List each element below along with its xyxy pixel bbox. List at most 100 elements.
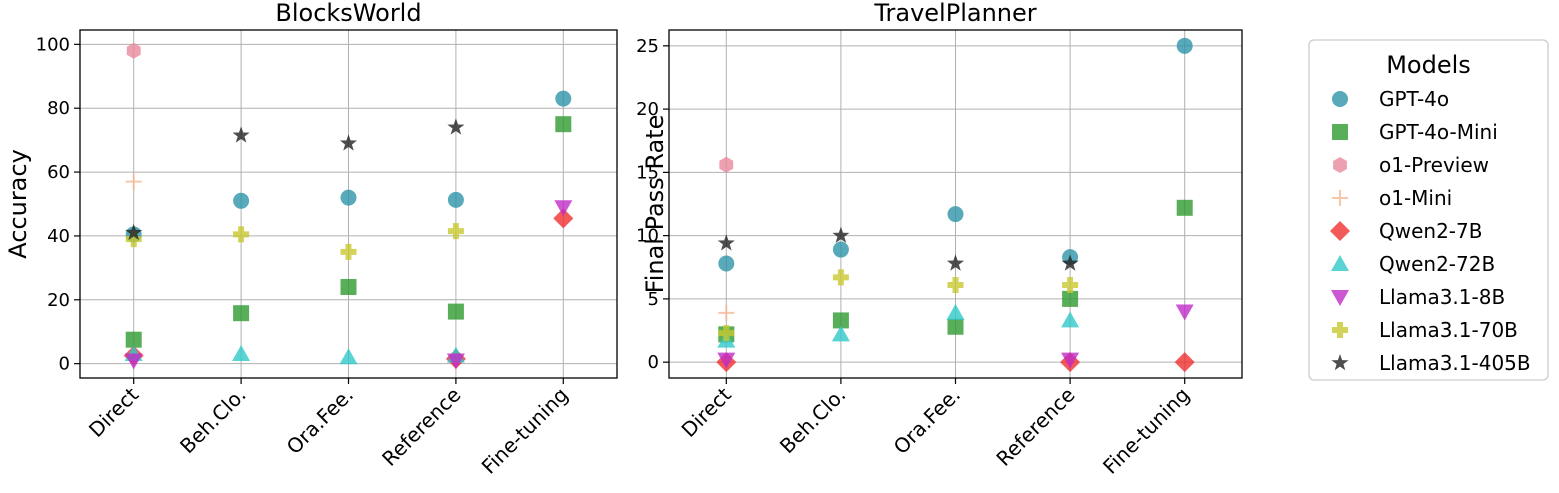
travelplanner-point-llama3-1-405b-ora-fee <box>946 254 965 271</box>
travelplanner-point-qwen2-7b-fine-tuning <box>1174 352 1195 373</box>
travelplanner-point-o1-preview-direct <box>719 156 734 173</box>
travelplanner-ylabel: Final Pass Rate <box>641 115 669 294</box>
blocksworld-point-gpt-4o-mini-direct <box>125 331 142 348</box>
legend-marker-qwen2-72b <box>1331 255 1349 271</box>
blocksworld-point-llama3-1-70b-direct <box>125 231 142 248</box>
blocksworld-xtick-label: Reference <box>377 383 465 471</box>
legend-marker-llama3-1-8b <box>1331 290 1349 306</box>
travelplanner-ytick-label: 5 <box>648 289 659 310</box>
blocksworld-point-llama3-1-405b-direct <box>125 223 143 241</box>
travelplanner-point-llama3-1-70b-beh-clo <box>832 269 849 286</box>
blocksworld-point-llama3-1-70b-ora-fee <box>340 243 357 260</box>
blocksworld-ylabel: Accuracy <box>4 149 32 259</box>
travelplanner-ytick-label: 10 <box>636 226 659 247</box>
blocksworld-point-llama3-1-70b-reference <box>447 223 464 240</box>
legend-label-qwen2-72b: Qwen2-72B <box>1379 252 1495 276</box>
blocksworld-point-llama3-1-405b-beh-clo <box>232 126 250 143</box>
travelplanner-panel: 0 5 10 15 20 25 Direct Beh.Clo. Ora.Fee. Referenc… <box>636 0 1243 479</box>
travelplanner-ytick-label: 15 <box>636 162 659 183</box>
travelplanner-point-llama3-1-8b-fine-tuning <box>1175 304 1194 321</box>
blocksworld-point-o1-mini-direct <box>125 173 142 190</box>
blocksworld-ytick-label: 80 <box>47 98 70 119</box>
legend: Models GPT-4o GPT-4o-Mini o1-Preview o1-Mini… <box>1308 39 1549 381</box>
legend-label-o1-preview: o1-Preview <box>1379 153 1489 177</box>
blocksworld-xtick-label: Ora.Fee. <box>282 383 358 459</box>
legend-box <box>1308 39 1549 381</box>
travelplanner-ytick-label: 25 <box>636 36 659 57</box>
travelplanner-point-gpt-4o-mini-fine-tuning <box>1176 199 1193 216</box>
travelplanner-xtick-label: Direct <box>677 382 736 441</box>
blocksworld-point-gpt-4o-beh-clo <box>233 192 250 209</box>
legend-label-qwen2-7b: Qwen2-7B <box>1379 219 1482 243</box>
blocksworld-point-gpt-4o-mini-beh-clo <box>233 305 250 322</box>
legend-marker-o1-preview <box>1333 157 1347 173</box>
blocksworld-point-o1-preview-direct <box>126 42 141 59</box>
travelplanner-point-gpt-4o-mini-beh-clo <box>832 312 849 329</box>
travelplanner-xtick-label: Beh.Clo. <box>775 383 851 459</box>
blocksworld-xtick-label: Beh.Clo. <box>175 383 251 459</box>
travelplanner-title: TravelPlanner <box>873 0 1036 27</box>
travelplanner-point-gpt-4o-beh-clo <box>832 241 849 258</box>
travelplanner-point-llama3-1-405b-beh-clo <box>832 226 850 243</box>
legend-label-llama3-1-70b: Llama3.1-70B <box>1379 318 1518 342</box>
travelplanner-point-llama3-1-405b-direct <box>717 234 735 251</box>
legend-marker-llama3-1-405b <box>1331 354 1349 371</box>
travelplanner-point-gpt-4o-ora-fee <box>947 206 964 223</box>
blocksworld-point-qwen2-7b-fine-tuning <box>553 208 574 229</box>
blocksworld-title: BlocksWorld <box>275 0 421 27</box>
travelplanner-xtick-label: Reference <box>991 383 1079 471</box>
blocksworld-point-gpt-4o-ora-fee <box>340 189 357 206</box>
blocksworld-point-qwen2-72b-beh-clo <box>232 345 251 362</box>
blocksworld-panel: 0 20 40 60 80 100 Direct Beh.Clo. Ora.Fee. Refere… <box>4 0 618 479</box>
blocksworld-xtick-label: Fine-tuning <box>477 383 573 479</box>
travelplanner-point-llama3-1-405b-reference <box>1061 254 1079 271</box>
blocksworld-point-llama3-1-70b-beh-clo <box>233 226 250 243</box>
travelplanner-point-llama3-1-8b-reference <box>1061 352 1080 369</box>
travelplanner-ytick-label: 20 <box>636 99 659 120</box>
legend-marker-gpt-4o <box>1332 91 1348 107</box>
travelplanner-point-qwen2-72b-reference <box>1061 311 1080 328</box>
travelplanner-point-llama3-1-70b-ora-fee <box>947 276 964 293</box>
blocksworld-point-gpt-4o-mini-reference <box>447 303 464 320</box>
blocksworld-point-gpt-4o-reference <box>447 191 464 208</box>
blocksworld-ytick-label: 20 <box>47 290 70 311</box>
travelplanner-point-gpt-4o-fine-tuning <box>1176 37 1193 54</box>
blocksworld-point-llama3-1-8b-reference <box>446 353 465 370</box>
travelplanner-xtick-label: Fine-tuning <box>1098 383 1194 479</box>
blocksworld-ytick-label: 100 <box>36 34 70 55</box>
legend-label-gpt-4o-mini: GPT-4o-Mini <box>1379 120 1498 144</box>
blocksworld-point-llama3-1-8b-direct <box>124 353 143 370</box>
blocksworld-ytick-label: 40 <box>47 226 70 247</box>
legend-label-o1-mini: o1-Mini <box>1379 186 1452 210</box>
legend-marker-qwen2-7b <box>1330 221 1350 241</box>
legend-label-gpt-4o: GPT-4o <box>1379 87 1449 111</box>
travelplanner-ytick-label: 0 <box>648 352 659 373</box>
blocksworld-ytick-label: 0 <box>59 354 70 375</box>
travelplanner-point-qwen2-72b-ora-fee <box>946 303 965 320</box>
travelplanner-xtick-label: Ora.Fee. <box>889 383 965 459</box>
blocksworld-point-llama3-1-405b-reference <box>447 118 465 135</box>
blocksworld-point-gpt-4o-mini-ora-fee <box>340 279 357 296</box>
blocksworld-point-gpt-4o-mini-fine-tuning <box>555 116 572 133</box>
blocksworld-point-llama3-1-8b-fine-tuning <box>554 200 573 217</box>
travelplanner-point-llama3-1-8b-direct <box>717 352 736 369</box>
legend-label-llama3-1-8b: Llama3.1-8B <box>1379 285 1505 309</box>
travelplanner-point-o1-mini-direct <box>718 304 735 321</box>
blocksworld-xtick-label: Direct <box>84 382 143 441</box>
blocksworld-point-gpt-4o-fine-tuning <box>555 90 572 107</box>
travelplanner-point-llama3-1-70b-reference <box>1062 276 1079 293</box>
legend-marker-gpt-4o-mini <box>1332 124 1348 140</box>
legend-marker-o1-mini <box>1332 190 1348 206</box>
legend-label-llama3-1-405b: Llama3.1-405B <box>1379 351 1531 375</box>
travelplanner-point-llama3-1-70b-direct <box>718 325 735 342</box>
travelplanner-point-gpt-4o-mini-ora-fee <box>947 318 964 335</box>
blocksworld-point-qwen2-72b-ora-fee <box>339 348 358 365</box>
travelplanner-point-gpt-4o-direct <box>718 255 735 272</box>
travelplanner-point-gpt-4o-mini-reference <box>1062 290 1079 307</box>
blocksworld-ytick-label: 60 <box>47 162 70 183</box>
legend-marker-llama3-1-70b <box>1332 322 1348 338</box>
travelplanner-point-qwen2-72b-beh-clo <box>831 325 850 342</box>
legend-title: Models <box>1386 51 1471 79</box>
blocksworld-point-llama3-1-405b-ora-fee <box>339 134 358 151</box>
